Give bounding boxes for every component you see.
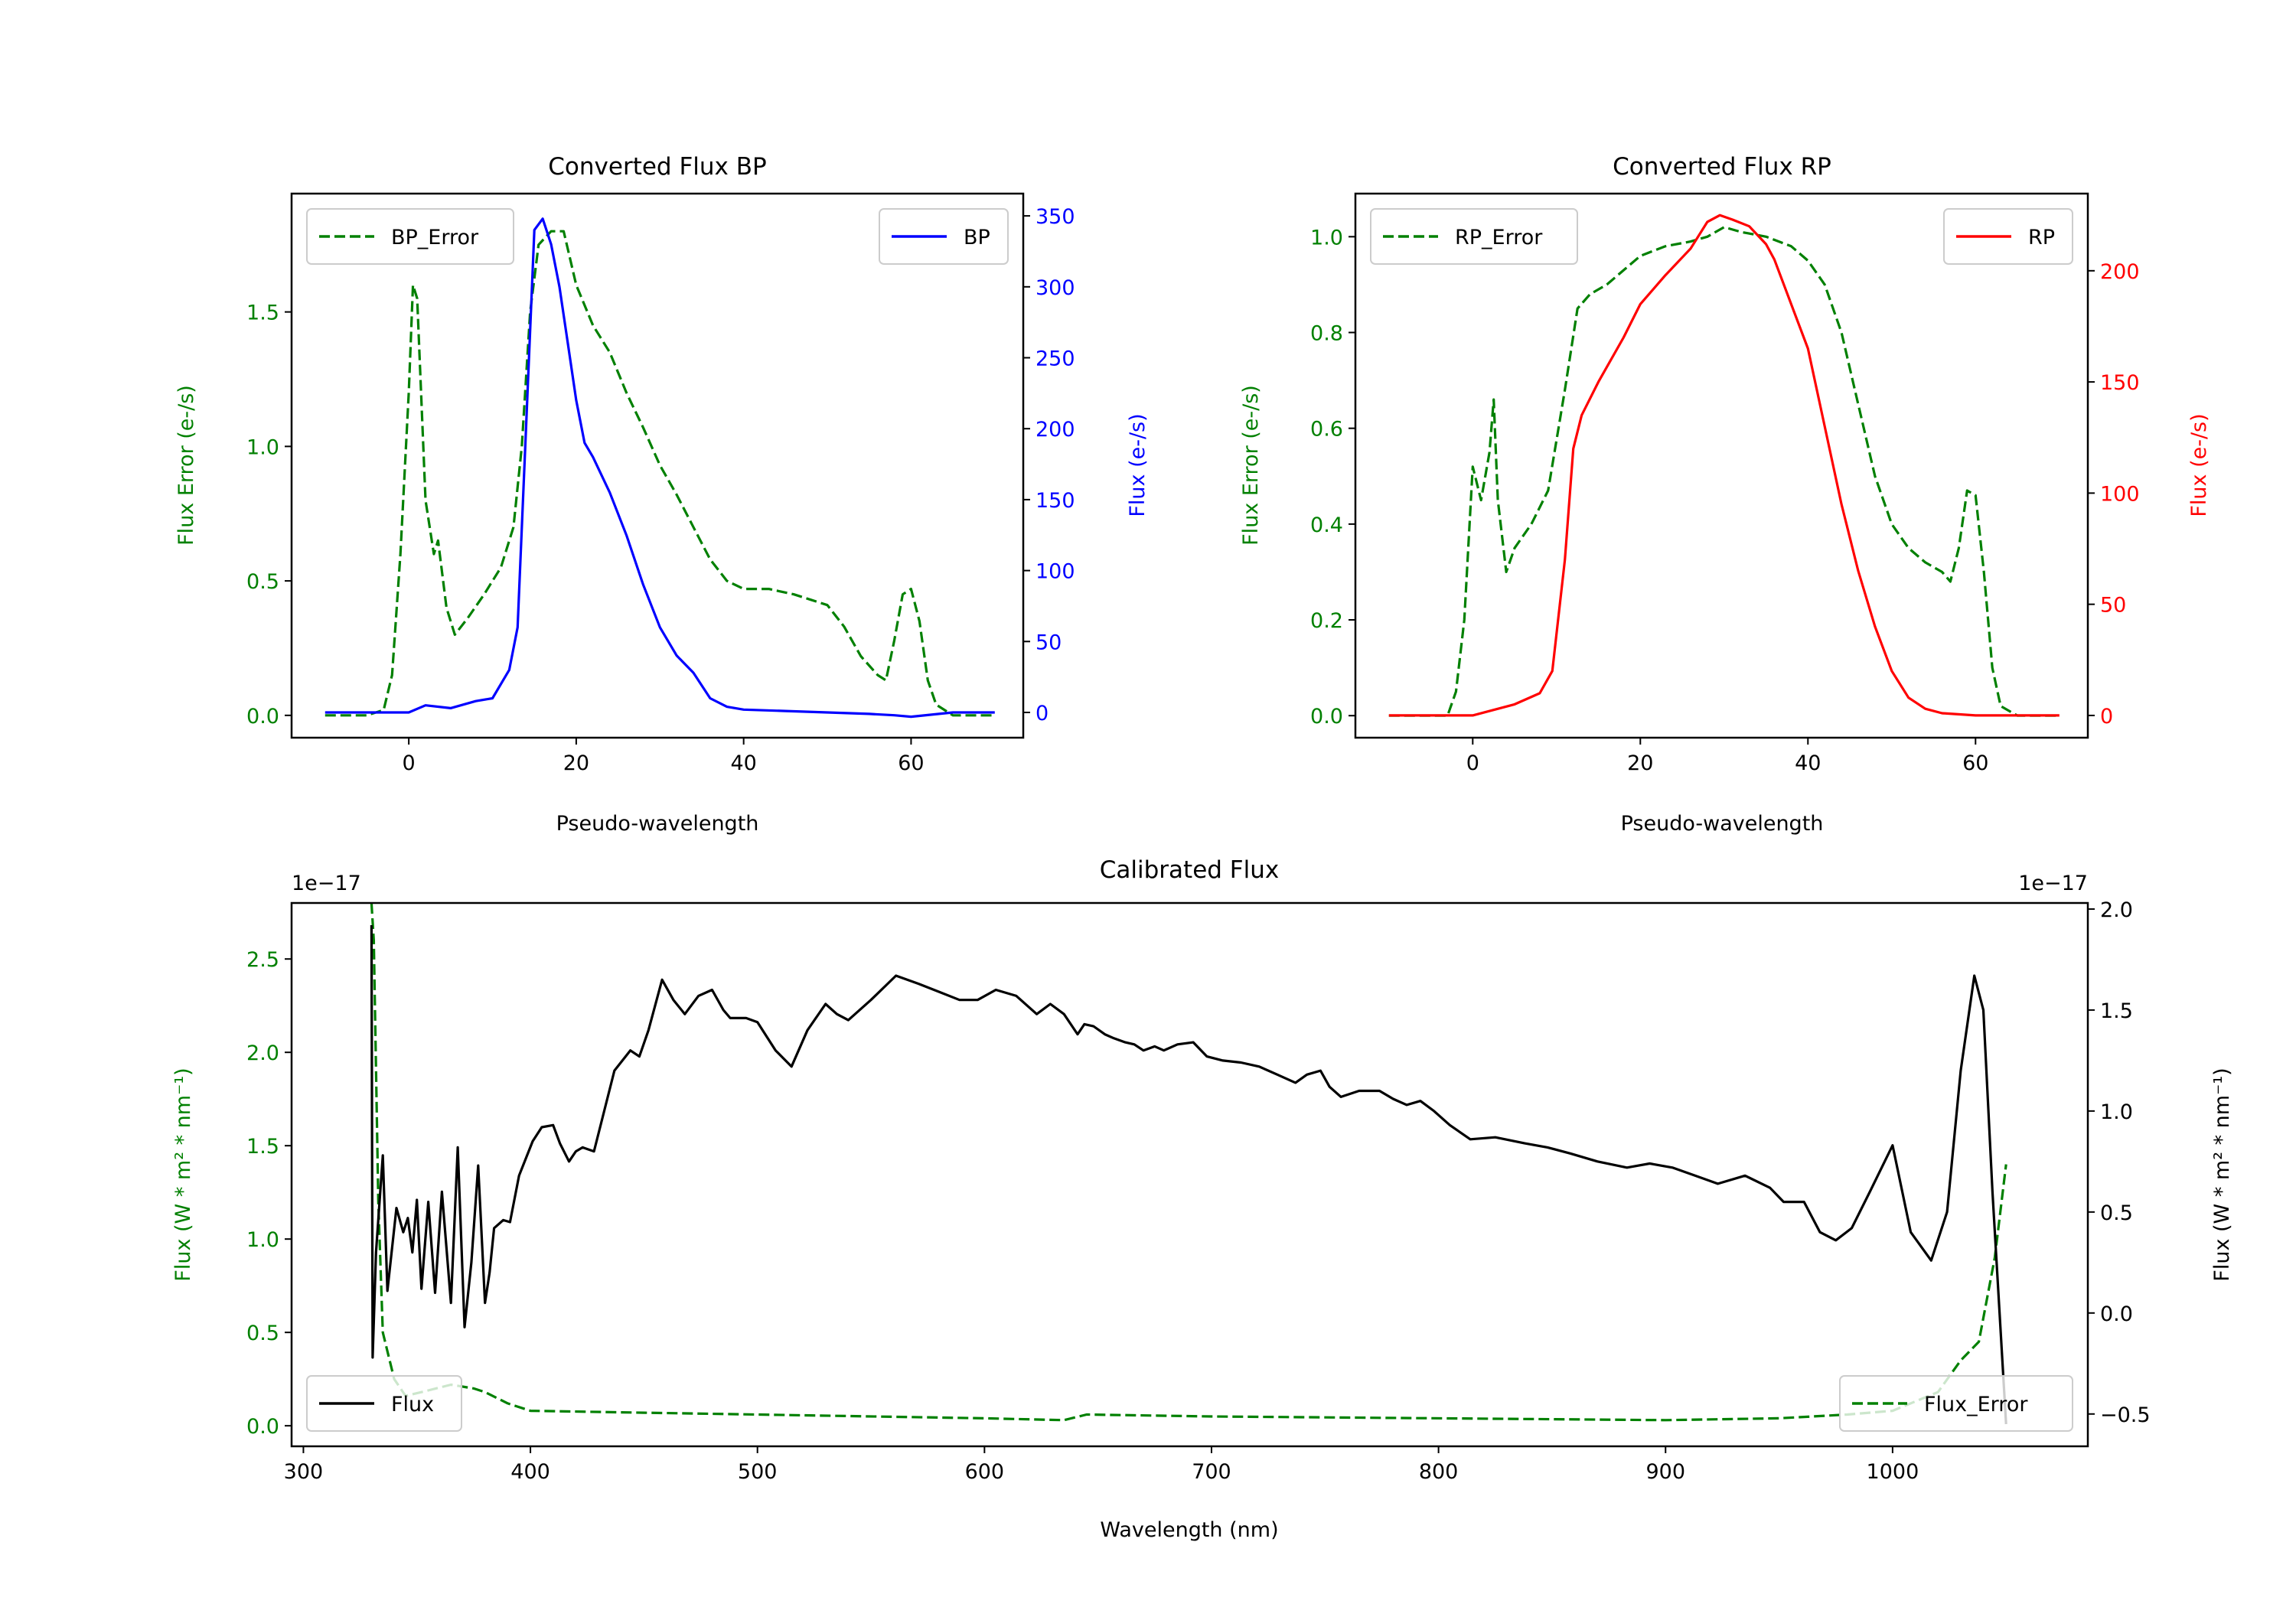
legend-label: RP	[2028, 226, 2055, 249]
legend-box	[306, 1375, 462, 1432]
y-tick-label-left: 0.0	[1310, 705, 1343, 729]
x-axis-label: Pseudo-wavelength	[1621, 812, 1824, 836]
y-axis-label-right: Flux (e-/s)	[2187, 413, 2211, 517]
legend-box	[1839, 1375, 2073, 1432]
y-axis-label-right: Flux (e-/s)	[1126, 413, 1150, 517]
x-tick-label: 300	[284, 1460, 324, 1484]
y-axis-label-left: Flux Error (e-/s)	[1239, 385, 1263, 546]
chart-cal: Calibrated Flux Wavelength (nm) Flux (W …	[171, 856, 2234, 1542]
y-tick-label-left: 0.0	[246, 1415, 279, 1439]
legend-rp-error: RP_Error	[1370, 208, 1578, 265]
x-tick-label: 40	[1795, 751, 1821, 775]
y-tick-label-right: 50	[2100, 594, 2126, 618]
chart-title: Calibrated Flux	[1100, 856, 1279, 884]
y-tick-label-right: 0.5	[2100, 1201, 2133, 1225]
series-line-rp-error	[1388, 226, 2060, 717]
x-tick-label: 0	[1466, 751, 1479, 775]
y-tick-label-left: 0.2	[1310, 609, 1343, 633]
x-tick-label: 400	[510, 1460, 550, 1484]
y-tick-label-right: 250	[1035, 347, 1075, 371]
y-tick-label-left: 0.8	[1310, 322, 1343, 346]
legend-label: BP_Error	[391, 226, 479, 249]
y-tick-label-left: 0.5	[246, 1322, 279, 1345]
y-tick-label-right: 350	[1035, 205, 1075, 229]
x-tick-label: 800	[1419, 1460, 1459, 1484]
y-axis-label-right: Flux (W * m² * nm⁻¹)	[2210, 1068, 2234, 1281]
x-tick-label: 1000	[1867, 1460, 1919, 1484]
y-tick-label-left: 2.5	[246, 948, 279, 972]
y-tick-label-right: 1.5	[2100, 999, 2133, 1023]
chart-rp: Converted Flux RP Pseudo-wavelength Flux…	[1239, 153, 2211, 836]
y-tick-label-left: 1.0	[246, 1228, 279, 1252]
y-tick-label-right: 100	[1035, 560, 1075, 584]
y-tick-label-right: 0	[1035, 702, 1049, 725]
x-tick-label: 20	[563, 751, 589, 775]
axes-frame	[290, 192, 1025, 739]
y-tick-label-right: 0.0	[2100, 1302, 2133, 1326]
series-line-flux-error	[370, 902, 2007, 1422]
y-tick-label-left: 2.0	[246, 1041, 279, 1065]
y-tick-label-right: 200	[1035, 418, 1075, 442]
x-tick-label: 60	[898, 751, 924, 775]
series-line-bp-error	[325, 230, 995, 717]
y-tick-label-right: 1.0	[2100, 1100, 2133, 1124]
chart-bp: Converted Flux BP Pseudo-wavelength Flux…	[174, 153, 1150, 836]
y-tick-label-left: 0.0	[246, 705, 279, 729]
axes-frame	[1354, 192, 2089, 739]
y-tick-label-right: 150	[1035, 489, 1075, 513]
x-tick-label: 700	[1192, 1460, 1231, 1484]
legend-label: BP	[964, 226, 990, 249]
legend-box	[1370, 208, 1578, 265]
y-tick-label-right: 0	[2100, 705, 2113, 729]
y-tick-label-left: 0.6	[1310, 418, 1343, 442]
y-tick-label-right: 100	[2100, 482, 2140, 506]
y-axis-label-left: Flux Error (e-/s)	[174, 385, 198, 546]
y-tick-label-right: 50	[1035, 631, 1062, 654]
y-tick-label-left: 1.5	[246, 302, 279, 325]
y-tick-label-right: 300	[1035, 276, 1075, 300]
y-tick-label-left: 1.0	[246, 435, 279, 459]
chart-title: Converted Flux BP	[548, 153, 766, 181]
x-axis-label: Pseudo-wavelength	[556, 812, 759, 836]
y-tick-label-left: 0.4	[1310, 513, 1343, 537]
legend-bp: BP	[879, 208, 1009, 265]
legend-label: RP_Error	[1455, 226, 1543, 249]
legend-bp-error: BP_Error	[306, 208, 514, 265]
offset-label-right: 1e−17	[2018, 872, 2088, 895]
x-tick-label: 20	[1627, 751, 1653, 775]
y-tick-label-left: 1.0	[1310, 226, 1343, 249]
x-tick-label: 500	[738, 1460, 778, 1484]
series-line-flux	[370, 924, 2007, 1425]
series-line-bp	[325, 217, 995, 719]
legend-label: Flux	[391, 1393, 434, 1416]
axes-frame	[290, 901, 2089, 1448]
y-tick-label-right: 200	[2100, 260, 2140, 284]
legend-flux: Flux	[306, 1375, 462, 1432]
offset-label-left: 1e−17	[292, 872, 361, 895]
x-tick-label: 600	[965, 1460, 1005, 1484]
y-tick-label-left: 1.5	[246, 1135, 279, 1159]
y-tick-label-right: −0.5	[2100, 1403, 2151, 1427]
legend-flux-error: Flux_Error	[1839, 1375, 2073, 1432]
chart-title: Converted Flux RP	[1613, 153, 1831, 181]
legend-box	[306, 208, 514, 265]
y-axis-label-left: Flux (W * m² * nm⁻¹)	[171, 1068, 195, 1281]
legend-label: Flux_Error	[1924, 1393, 2028, 1416]
y-tick-label-left: 0.5	[246, 570, 279, 594]
series-line-rp	[1388, 214, 2060, 717]
x-tick-label: 900	[1645, 1460, 1685, 1484]
y-tick-label-right: 150	[2100, 371, 2140, 395]
x-tick-label: 60	[1962, 751, 1988, 775]
x-tick-label: 0	[403, 751, 416, 775]
y-tick-label-right: 2.0	[2100, 898, 2133, 922]
legend-rp: RP	[1943, 208, 2073, 265]
x-axis-label: Wavelength (nm)	[1100, 1518, 1278, 1542]
x-tick-label: 40	[730, 751, 756, 775]
